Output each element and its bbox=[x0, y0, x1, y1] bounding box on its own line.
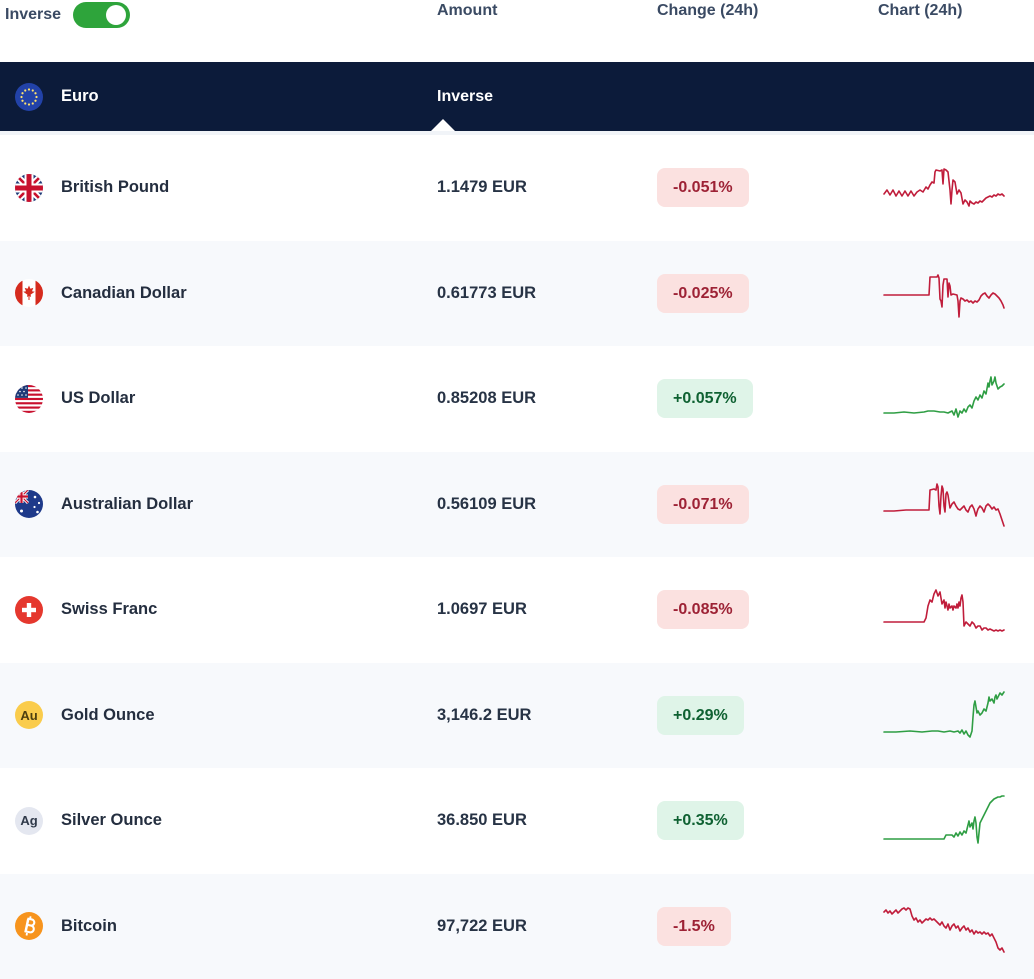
table-row-silver-ounce[interactable]: Ag Silver Ounce 36.850 EUR +0.35% bbox=[0, 768, 1034, 874]
currency-table: British Pound 1.1479 EUR -0.051% Canadia… bbox=[0, 131, 1034, 979]
currency-name: US Dollar bbox=[61, 389, 135, 408]
sparkline-chart bbox=[882, 160, 1006, 216]
sparkline-chart bbox=[882, 793, 1006, 849]
table-header: Inverse Amount Change (24h) Chart (24h) bbox=[0, 0, 1034, 62]
change-badge: +0.057% bbox=[657, 379, 753, 418]
sparkline-chart bbox=[882, 476, 1006, 532]
eu-flag-icon bbox=[15, 83, 43, 111]
base-inverse-label: Inverse bbox=[437, 88, 657, 106]
amount-value: 0.56109 EUR bbox=[437, 495, 536, 513]
inverse-toggle-label: Inverse bbox=[5, 6, 61, 24]
column-header-change[interactable]: Change (24h) bbox=[657, 2, 878, 20]
amount-value: 1.1479 EUR bbox=[437, 178, 527, 196]
currency-name: Bitcoin bbox=[61, 917, 117, 936]
gold-au-icon: Au bbox=[15, 701, 43, 729]
currency-name: Gold Ounce bbox=[61, 706, 155, 725]
table-row-canadian-dollar[interactable]: Canadian Dollar 0.61773 EUR -0.025% bbox=[0, 241, 1034, 347]
bitcoin-icon bbox=[15, 912, 43, 940]
au-flag-icon bbox=[15, 490, 43, 518]
table-row-swiss-franc[interactable]: Swiss Franc 1.0697 EUR -0.085% bbox=[0, 557, 1034, 663]
column-header-amount[interactable]: Amount bbox=[437, 2, 657, 20]
table-row-bitcoin[interactable]: Bitcoin 97,722 EUR -1.5% bbox=[0, 874, 1034, 979]
pointer-notch bbox=[431, 119, 455, 131]
change-badge: -1.5% bbox=[657, 907, 731, 946]
change-badge: -0.071% bbox=[657, 485, 749, 524]
ca-flag-icon bbox=[15, 279, 43, 307]
sparkline-chart bbox=[882, 265, 1006, 321]
currency-name: Canadian Dollar bbox=[61, 284, 187, 303]
amount-value: 0.85208 EUR bbox=[437, 389, 536, 407]
toggle-knob bbox=[106, 5, 126, 25]
change-badge: +0.29% bbox=[657, 696, 744, 735]
table-row-australian-dollar[interactable]: Australian Dollar 0.56109 EUR -0.071% bbox=[0, 452, 1034, 558]
table-row-gold-ounce[interactable]: Au Gold Ounce 3,146.2 EUR +0.29% bbox=[0, 663, 1034, 769]
amount-value: 1.0697 EUR bbox=[437, 600, 527, 618]
ch-flag-icon bbox=[15, 596, 43, 624]
amount-value: 0.61773 EUR bbox=[437, 284, 536, 302]
table-row-us-dollar[interactable]: US Dollar 0.85208 EUR +0.057% bbox=[0, 346, 1034, 452]
silver-ag-icon: Ag bbox=[15, 807, 43, 835]
change-badge: +0.35% bbox=[657, 801, 744, 840]
gb-flag-icon bbox=[15, 174, 43, 202]
amount-value: 3,146.2 EUR bbox=[437, 706, 531, 724]
currency-name: Australian Dollar bbox=[61, 495, 193, 514]
sparkline-chart bbox=[882, 898, 1006, 954]
sparkline-chart bbox=[882, 582, 1006, 638]
inverse-toggle[interactable] bbox=[73, 2, 130, 28]
table-row-british-pound[interactable]: British Pound 1.1479 EUR -0.051% bbox=[0, 135, 1034, 241]
change-badge: -0.085% bbox=[657, 590, 749, 629]
change-badge: -0.051% bbox=[657, 168, 749, 207]
change-badge: -0.025% bbox=[657, 274, 749, 313]
amount-value: 36.850 EUR bbox=[437, 811, 527, 829]
amount-value: 97,722 EUR bbox=[437, 917, 527, 935]
us-flag-icon bbox=[15, 385, 43, 413]
currency-name: British Pound bbox=[61, 178, 169, 197]
sparkline-chart bbox=[882, 687, 1006, 743]
base-currency-name: Euro bbox=[61, 87, 99, 106]
currency-name: Swiss Franc bbox=[61, 600, 157, 619]
base-currency-bar[interactable]: Euro Inverse bbox=[0, 62, 1034, 131]
currency-name: Silver Ounce bbox=[61, 811, 162, 830]
column-header-chart[interactable]: Chart (24h) bbox=[878, 2, 1034, 20]
sparkline-chart bbox=[882, 371, 1006, 427]
